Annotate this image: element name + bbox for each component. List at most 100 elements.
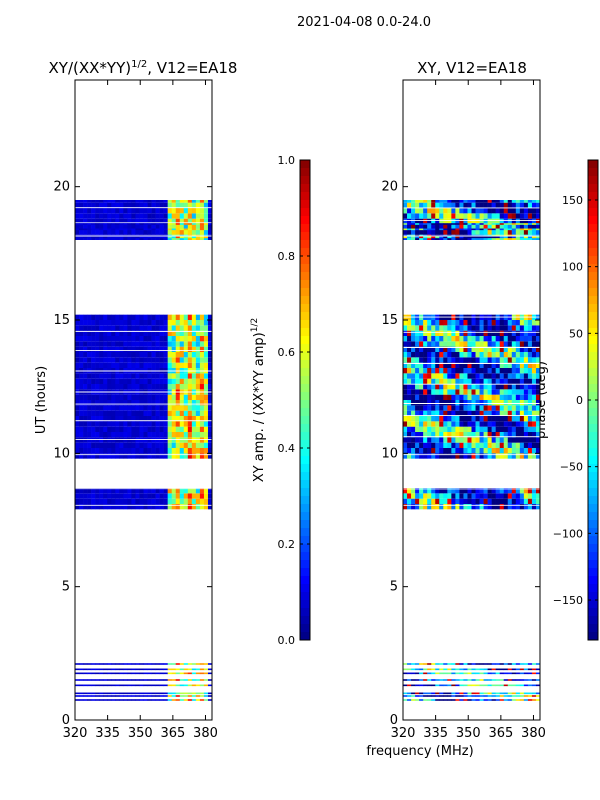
heatmap-cell xyxy=(483,448,488,454)
heatmap-cell xyxy=(123,663,128,665)
heatmap-cell xyxy=(415,330,420,336)
y-tick-label: 20 xyxy=(381,180,398,195)
heatmap-cell xyxy=(487,432,492,438)
y-tick-label: 10 xyxy=(53,446,70,461)
heatmap-cell xyxy=(187,692,193,695)
heatmap-cell xyxy=(199,672,205,675)
heatmap-cell xyxy=(111,695,116,697)
heatmap-cell xyxy=(435,352,440,358)
heatmap-cell xyxy=(127,202,132,208)
heatmap-cell xyxy=(143,453,148,459)
heatmap-cell xyxy=(459,498,464,504)
heatmap-cell xyxy=(171,330,177,336)
heatmap-cell xyxy=(511,373,517,379)
heatmap-cell xyxy=(95,320,100,326)
heatmap-cell xyxy=(179,498,185,504)
heatmap-cell xyxy=(107,320,112,326)
heatmap-cell xyxy=(431,357,436,363)
heatmap-cell xyxy=(467,229,472,235)
heatmap-cell xyxy=(499,373,505,379)
heatmap-cell xyxy=(519,437,525,443)
heatmap-cell xyxy=(123,437,128,443)
heatmap-cell xyxy=(451,336,456,342)
heatmap-cell xyxy=(423,341,428,347)
heatmap-cell xyxy=(535,432,541,438)
heatmap-cell xyxy=(183,314,189,320)
heatmap-cell xyxy=(467,668,472,671)
heatmap-cell xyxy=(159,373,164,379)
heatmap-cell xyxy=(523,442,529,448)
heatmap-cell xyxy=(535,357,541,363)
heatmap-cell xyxy=(491,405,496,411)
heatmap-cell xyxy=(483,493,488,499)
heatmap-cell xyxy=(527,672,533,675)
heatmap-cell xyxy=(451,218,456,224)
heatmap-cell xyxy=(95,405,100,411)
heatmap-cell xyxy=(491,432,496,438)
heatmap-cell xyxy=(99,668,104,671)
heatmap-cell xyxy=(75,341,80,347)
heatmap-cell xyxy=(163,320,168,326)
heatmap-cell xyxy=(499,668,505,671)
heatmap-cell xyxy=(435,684,440,687)
heatmap-cell xyxy=(435,432,440,438)
heatmap-cell xyxy=(427,202,432,208)
heatmap-cell xyxy=(155,672,160,675)
heatmap-cell xyxy=(423,389,428,395)
heatmap-cell xyxy=(447,410,452,416)
heatmap-cell xyxy=(435,400,440,406)
colorbar-swatch xyxy=(588,432,598,441)
heatmap-cell xyxy=(519,223,525,225)
heatmap-cell xyxy=(527,384,533,390)
colorbar-swatch xyxy=(588,408,598,417)
heatmap-cell xyxy=(79,325,84,331)
heatmap-cell xyxy=(431,213,436,219)
heatmap-cell xyxy=(423,421,428,427)
heatmap-cell xyxy=(531,421,537,427)
heatmap-cell xyxy=(435,320,440,326)
heatmap-cell xyxy=(471,663,476,665)
heatmap-cell xyxy=(103,314,108,320)
heatmap-cell xyxy=(175,410,181,416)
heatmap-cell xyxy=(171,684,177,687)
heatmap-cell xyxy=(179,699,185,701)
heatmap-cell xyxy=(511,692,517,695)
heatmap-cell xyxy=(459,229,464,235)
heatmap-cell xyxy=(79,357,84,363)
heatmap-cell xyxy=(507,498,513,504)
heatmap-cell xyxy=(119,384,124,390)
heatmap-cell xyxy=(119,213,124,219)
heatmap-cell xyxy=(171,692,177,695)
heatmap-cell xyxy=(487,336,492,342)
heatmap-cell xyxy=(515,200,521,203)
heatmap-cell xyxy=(179,493,185,499)
heatmap-cell xyxy=(531,373,537,379)
heatmap-cell xyxy=(207,223,213,225)
heatmap-cell xyxy=(115,228,120,231)
heatmap-cell xyxy=(423,224,428,230)
heatmap-cell xyxy=(79,699,84,701)
heatmap-cell xyxy=(147,663,152,665)
heatmap-cell xyxy=(95,236,100,239)
heatmap-cell xyxy=(191,314,197,320)
heatmap-cell xyxy=(107,314,112,320)
heatmap-cell xyxy=(439,352,444,358)
heatmap-cell xyxy=(423,357,428,363)
heatmap-cell xyxy=(187,218,193,224)
heatmap-cell xyxy=(451,684,456,687)
heatmap-cell xyxy=(163,663,168,665)
heatmap-cell xyxy=(447,202,452,208)
heatmap-cell xyxy=(119,394,124,400)
heatmap-cell xyxy=(179,314,185,320)
heatmap-cell xyxy=(199,493,205,499)
heatmap-cell xyxy=(111,202,116,208)
heatmap-cell xyxy=(167,229,173,235)
heatmap-cell xyxy=(407,498,412,504)
heatmap-cell xyxy=(179,373,185,379)
heatmap-cell xyxy=(427,373,432,379)
heatmap-cell xyxy=(435,416,440,422)
heatmap-cell xyxy=(427,352,432,358)
colorbar-swatch xyxy=(588,512,598,521)
heatmap-cell xyxy=(187,672,193,675)
heatmap-cell xyxy=(531,448,537,454)
